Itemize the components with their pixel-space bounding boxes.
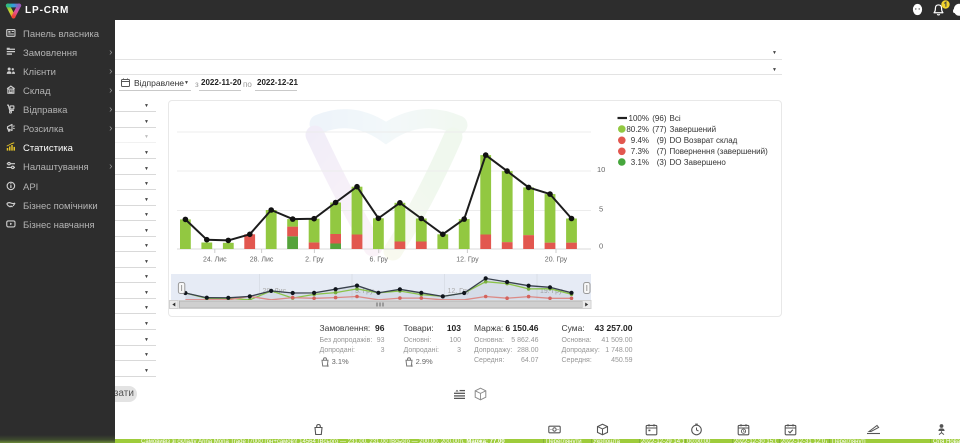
svg-text:Повернення (завершений): Повернення (завершений) bbox=[670, 147, 769, 156]
svg-text:(3): (3) bbox=[657, 158, 667, 167]
svg-text:0: 0 bbox=[599, 242, 603, 251]
svg-text:(77): (77) bbox=[652, 125, 667, 134]
svg-text:(96): (96) bbox=[652, 114, 667, 123]
svg-text:(7): (7) bbox=[657, 147, 667, 156]
svg-text:9.4%: 9.4% bbox=[631, 136, 649, 145]
svg-text:5: 5 bbox=[599, 205, 603, 214]
svg-text:100%: 100% bbox=[629, 114, 649, 123]
svg-text:7.3%: 7.3% bbox=[631, 147, 649, 156]
svg-text:10: 10 bbox=[597, 165, 605, 174]
svg-text:28. Лис: 28. Лис bbox=[250, 257, 274, 264]
svg-text:24. Лис: 24. Лис bbox=[203, 257, 227, 264]
svg-text:3.1%: 3.1% bbox=[631, 158, 649, 167]
svg-text:12. Гру: 12. Гру bbox=[456, 257, 479, 264]
svg-text:DO Завершено: DO Завершено bbox=[670, 158, 727, 167]
svg-text:80.2%: 80.2% bbox=[626, 125, 649, 134]
svg-text:DO Возврат склад: DO Возврат склад bbox=[670, 136, 738, 145]
svg-text:Завершений: Завершений bbox=[670, 125, 717, 134]
svg-text:Всі: Всі bbox=[670, 114, 681, 123]
svg-text:2. Гру: 2. Гру bbox=[305, 257, 324, 264]
svg-text:20. Гру: 20. Гру bbox=[545, 257, 568, 264]
svg-text:6. Гру: 6. Гру bbox=[369, 257, 388, 264]
svg-text:(9): (9) bbox=[657, 136, 667, 145]
